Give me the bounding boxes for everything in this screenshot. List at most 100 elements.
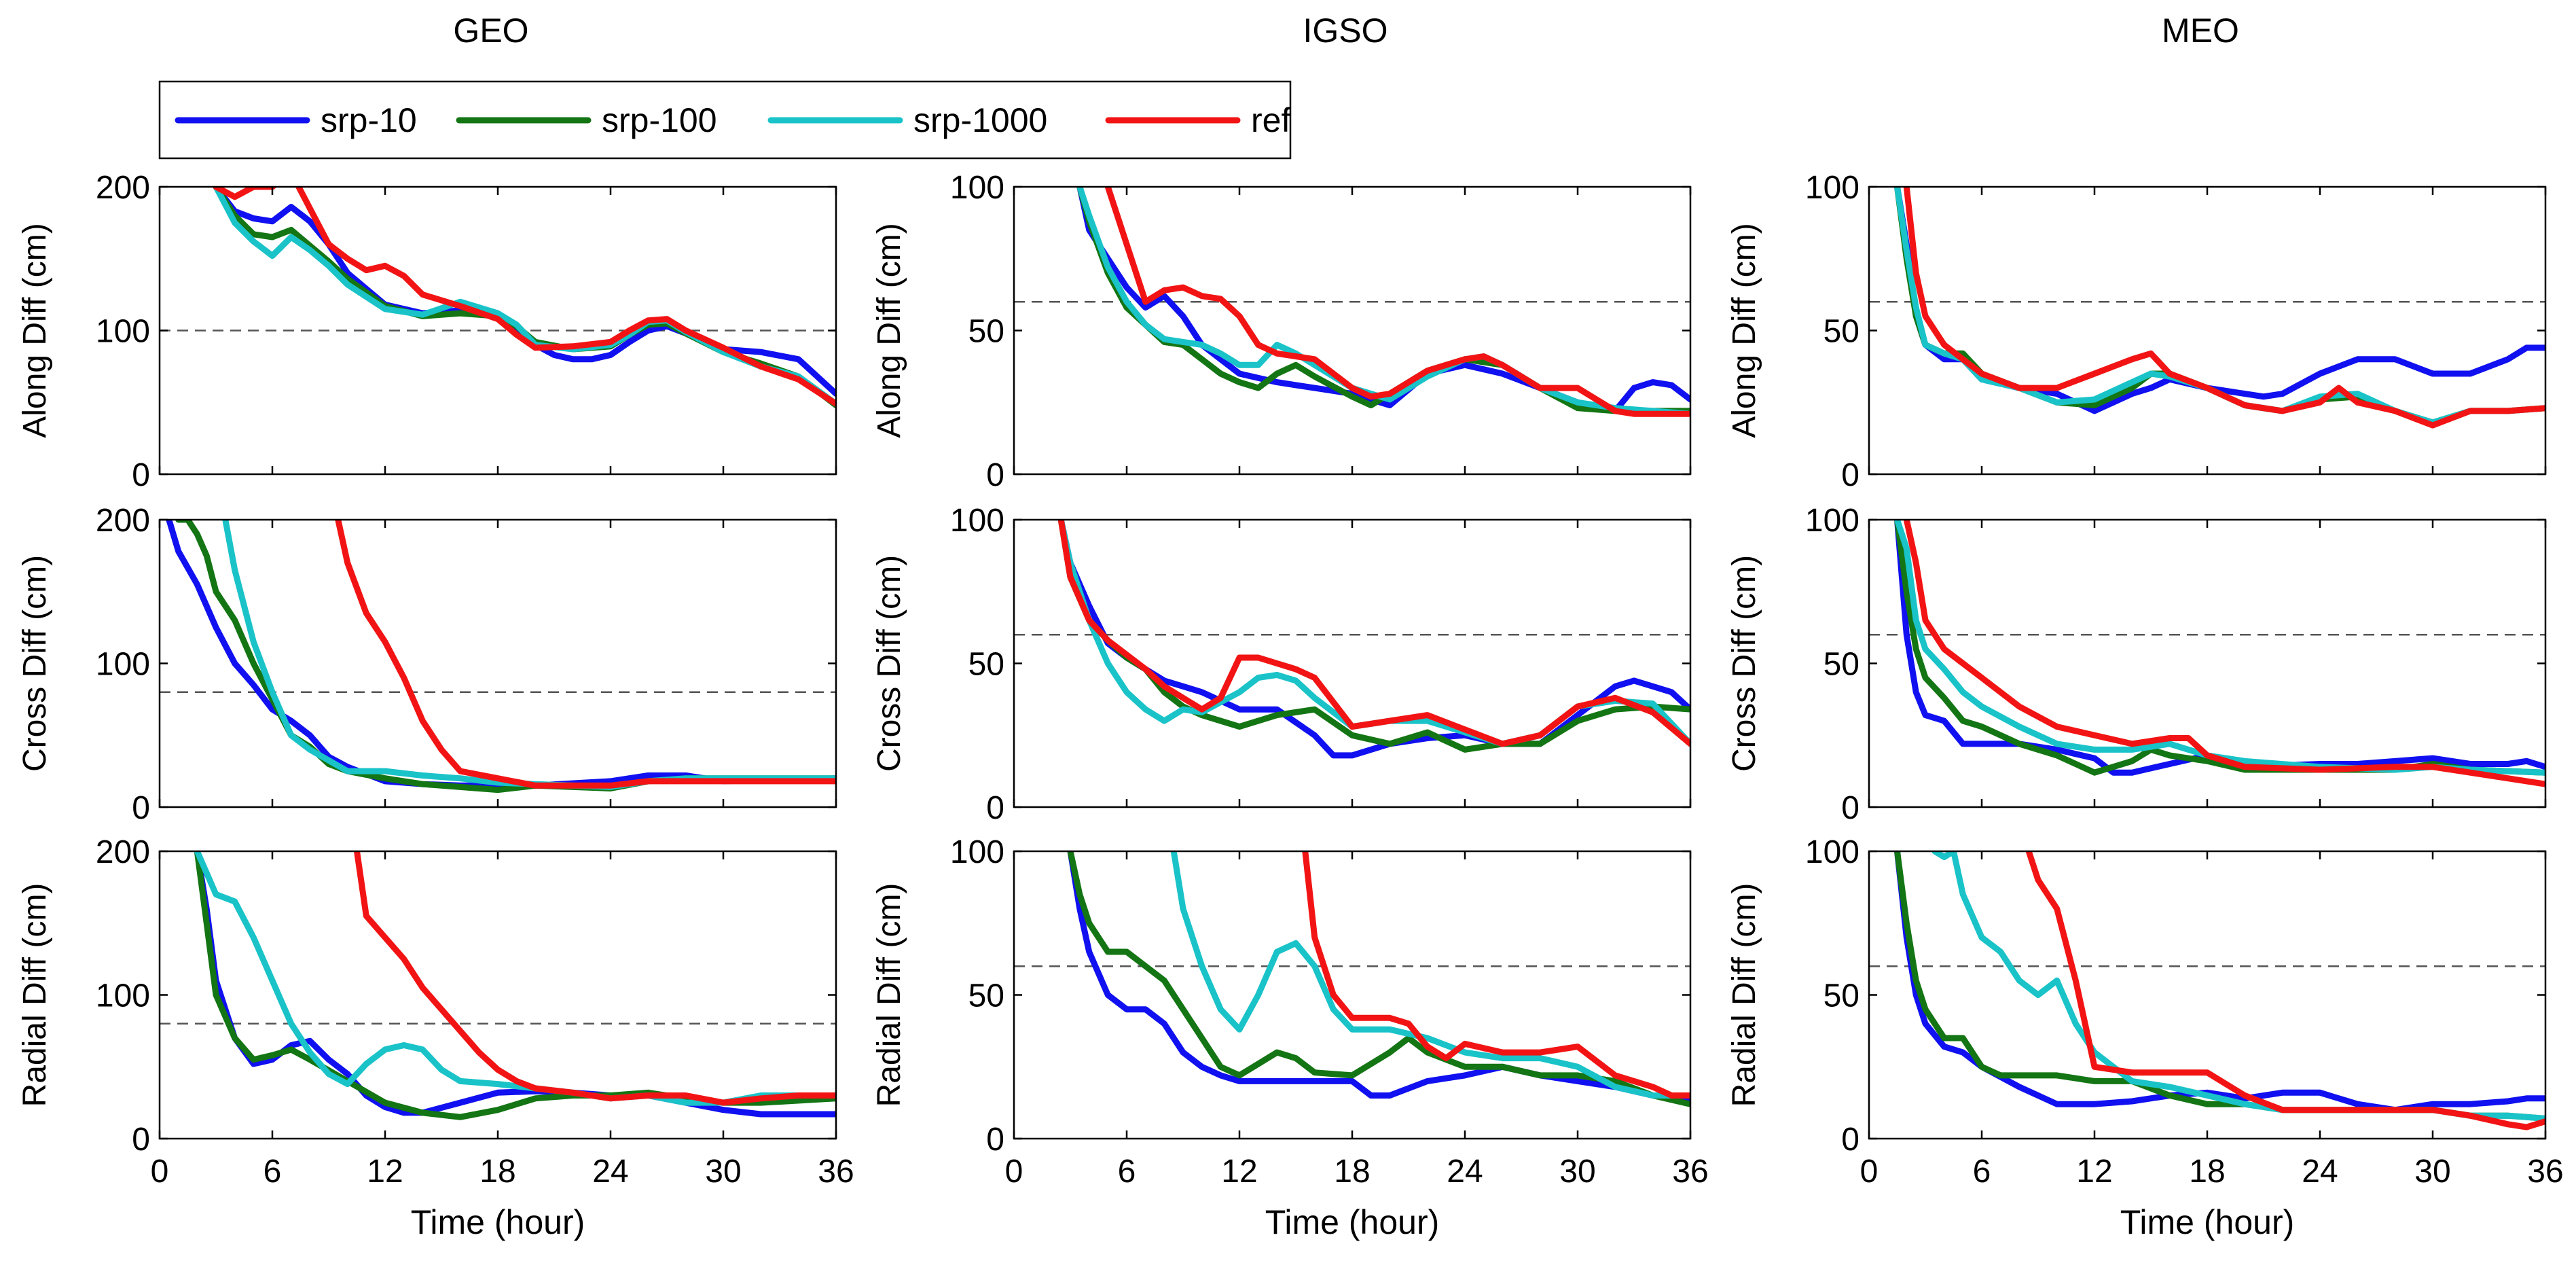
panel-igso-radial-diff-cm: 0 50 100 0 6 12 18 24 30 36 Radial Diff (cm) Time (… xyxy=(871,834,1709,1241)
series-line-ref xyxy=(1903,187,2545,429)
series-group xyxy=(1894,520,2545,787)
y-tick-label: 200 xyxy=(96,170,150,206)
series-line-srp-1000 xyxy=(194,851,836,1106)
series-line-srp-100 xyxy=(1076,187,1690,414)
column-title-igso: IGSO xyxy=(1303,12,1387,50)
panel-meo-cross-diff-cm: 0 50 100 Cross Diff (cm) xyxy=(1726,503,2547,826)
x-tick-label: 0 xyxy=(1005,1154,1023,1190)
x-tick-label: 30 xyxy=(1559,1154,1595,1190)
series-group xyxy=(194,851,836,1120)
y-tick-label: 0 xyxy=(986,790,1004,826)
x-tick-label: 36 xyxy=(818,1154,854,1190)
x-tick-label: 30 xyxy=(2414,1154,2450,1190)
series-group xyxy=(166,520,836,794)
y-tick-label: 50 xyxy=(968,647,1004,683)
panels: 0 100 200 Along Diff (cm) 0 50 100 Along Diff (… xyxy=(17,170,2564,1241)
series-line-ref xyxy=(354,851,836,1106)
column-titles: GEO IGSO MEO xyxy=(453,12,2239,50)
panel-geo-cross-diff-cm: 0 100 200 Cross Diff (cm) xyxy=(17,503,837,826)
x-tick-label: 6 xyxy=(1973,1154,1991,1190)
y-tick-label: 50 xyxy=(968,314,1004,350)
x-tick-label: 6 xyxy=(264,1154,282,1190)
x-tick-label: 18 xyxy=(479,1154,515,1190)
y-axis-label: Radial Diff (cm) xyxy=(17,883,53,1107)
x-axis-label: Time (hour) xyxy=(411,1203,585,1241)
y-tick-label: 100 xyxy=(96,647,150,683)
panel-meo-along-diff-cm: 0 50 100 Along Diff (cm) xyxy=(1726,170,2547,493)
y-tick-label: 100 xyxy=(950,503,1004,539)
x-tick-label: 12 xyxy=(1221,1154,1257,1190)
axes-frame xyxy=(1868,185,2547,476)
series-group xyxy=(213,187,836,408)
y-axis-label: Radial Diff (cm) xyxy=(1726,883,1762,1107)
x-tick-label: 12 xyxy=(2076,1154,2112,1190)
series-line-srp-100 xyxy=(194,851,836,1120)
y-tick-label: 50 xyxy=(1824,647,1860,683)
series-group xyxy=(1076,187,1690,417)
legend-label-srp-10: srp-10 xyxy=(321,101,417,139)
series-line-ref xyxy=(2025,851,2545,1130)
y-tick-label: 0 xyxy=(132,1122,150,1158)
panel-igso-along-diff-cm: 0 50 100 Along Diff (cm) xyxy=(871,170,1692,493)
x-tick-label: 36 xyxy=(1672,1154,1708,1190)
series-line-ref xyxy=(213,187,836,407)
series-line-srp-100 xyxy=(1894,520,2545,776)
axes-frame xyxy=(1013,185,1692,476)
y-axis-label: Along Diff (cm) xyxy=(17,223,53,438)
x-tick-label: 0 xyxy=(151,1154,169,1190)
y-axis-label: Along Diff (cm) xyxy=(1726,223,1762,438)
series-line-ref xyxy=(1903,520,2545,787)
legend-label-srp-1000: srp-1000 xyxy=(913,101,1047,139)
series-group xyxy=(1894,187,2545,429)
column-title-meo: MEO xyxy=(2162,12,2239,50)
x-tick-label: 24 xyxy=(592,1154,628,1190)
y-axis-label: Cross Diff (cm) xyxy=(871,555,907,772)
y-tick-label: 100 xyxy=(96,314,150,350)
axes-frame xyxy=(1013,850,1692,1140)
x-tick-label: 6 xyxy=(1118,1154,1136,1190)
y-tick-label: 100 xyxy=(950,170,1004,206)
x-tick-label: 36 xyxy=(2527,1154,2563,1190)
legend-label-srp-100: srp-100 xyxy=(602,101,717,139)
y-tick-label: 100 xyxy=(1805,170,1860,206)
x-tick-label: 18 xyxy=(2189,1154,2225,1190)
x-tick-label: 24 xyxy=(1447,1154,1483,1190)
y-tick-label: 50 xyxy=(1824,314,1860,350)
y-tick-label: 0 xyxy=(132,790,150,826)
series-group xyxy=(1057,520,1690,759)
y-tick-label: 0 xyxy=(1841,790,1860,826)
series-line-ref xyxy=(1057,520,1690,747)
series-line-srp-1000 xyxy=(1170,851,1690,1099)
series-line-srp-10 xyxy=(1894,520,2545,776)
y-tick-label: 100 xyxy=(1805,834,1860,870)
x-tick-label: 24 xyxy=(2302,1154,2338,1190)
y-tick-label: 200 xyxy=(96,834,150,870)
legend: srp-10 srp-100 srp-1000 ref xyxy=(158,80,1292,160)
y-tick-label: 0 xyxy=(1841,1122,1860,1158)
panel-geo-along-diff-cm: 0 100 200 Along Diff (cm) xyxy=(17,170,837,493)
y-tick-label: 0 xyxy=(986,457,1004,493)
legend-box xyxy=(158,80,1292,160)
y-tick-label: 100 xyxy=(950,834,1004,870)
x-tick-label: 12 xyxy=(367,1154,403,1190)
x-tick-label: 30 xyxy=(705,1154,741,1190)
y-axis-label: Radial Diff (cm) xyxy=(871,883,907,1107)
series-line-srp-10 xyxy=(194,851,836,1118)
y-tick-label: 0 xyxy=(1841,457,1860,493)
y-tick-label: 0 xyxy=(986,1122,1004,1158)
y-tick-label: 50 xyxy=(968,978,1004,1014)
y-tick-label: 100 xyxy=(96,978,150,1014)
y-tick-label: 0 xyxy=(132,457,150,493)
y-axis-label: Cross Diff (cm) xyxy=(1726,555,1762,772)
series-group xyxy=(1894,851,2545,1130)
series-line-srp-100 xyxy=(1067,851,1690,1107)
y-axis-label: Along Diff (cm) xyxy=(871,223,907,438)
series-line-srp-100 xyxy=(175,520,836,794)
series-line-ref xyxy=(1302,851,1690,1099)
y-axis-label: Cross Diff (cm) xyxy=(17,555,53,772)
column-title-geo: GEO xyxy=(453,12,528,50)
panel-igso-cross-diff-cm: 0 50 100 Cross Diff (cm) xyxy=(871,503,1692,826)
series-line-srp-10 xyxy=(166,520,836,789)
x-axis-label: Time (hour) xyxy=(2120,1203,2295,1241)
